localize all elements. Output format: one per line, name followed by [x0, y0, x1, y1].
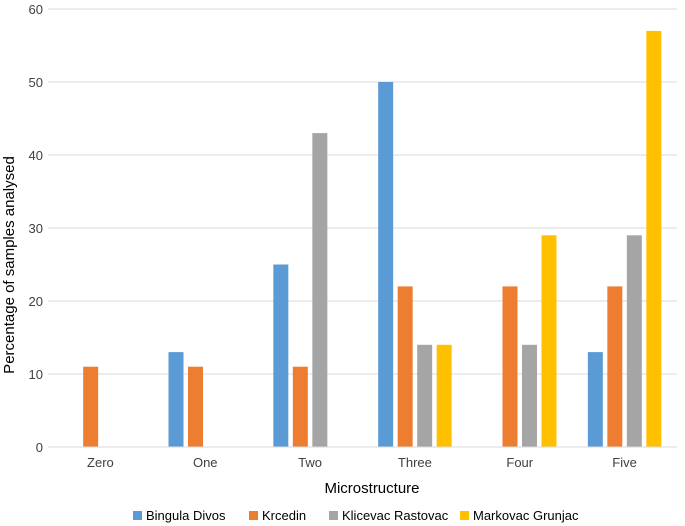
legend-label: Krcedin	[262, 508, 306, 523]
legend-label: Markovac Grunjac	[473, 508, 579, 523]
legend-label: Bingula Divos	[146, 508, 226, 523]
y-tick-label: 60	[29, 2, 43, 17]
x-tick-label: One	[193, 455, 218, 470]
bar	[626, 235, 642, 447]
bars	[83, 30, 662, 448]
legend-swatch	[249, 511, 258, 520]
bar	[312, 133, 328, 447]
bar	[502, 286, 518, 447]
bar	[541, 235, 557, 447]
y-tick-label: 20	[29, 294, 43, 309]
y-tick-labels: 0 10 20 30 40 50 60	[29, 2, 43, 455]
bar	[292, 366, 308, 447]
x-tick-labels: Zero One Two Three Four Five	[87, 455, 637, 470]
y-tick-label: 0	[36, 440, 43, 455]
bar	[417, 344, 433, 447]
x-tick-label: Five	[612, 455, 637, 470]
bar	[587, 352, 603, 447]
y-tick-label: 10	[29, 367, 43, 382]
bar	[397, 286, 413, 447]
x-tick-label: Three	[398, 455, 432, 470]
bar	[188, 366, 203, 447]
bar	[436, 344, 452, 447]
gridlines	[48, 8, 677, 375]
x-tick-label: Four	[506, 455, 533, 470]
x-tick-label: Zero	[87, 455, 114, 470]
legend-swatch	[133, 511, 142, 520]
bar	[83, 366, 99, 447]
y-tick-label: 50	[29, 75, 43, 90]
legend: Bingula Divos Krcedin Klicevac Rastovac Mar…	[133, 508, 579, 523]
bar	[607, 286, 623, 447]
legend-label: Klicevac Rastovac	[342, 508, 449, 523]
bar	[273, 264, 289, 447]
y-axis-title: Percentage of samples analysed	[1, 156, 18, 374]
bar	[378, 82, 394, 447]
bar	[522, 344, 537, 447]
x-tick-label: Two	[298, 455, 322, 470]
x-axis-title: Microstructure	[324, 480, 419, 497]
legend-swatch	[460, 511, 469, 520]
bar	[646, 30, 662, 448]
y-tick-label: 30	[29, 221, 43, 236]
bar	[168, 352, 184, 447]
legend-swatch	[329, 511, 338, 520]
y-tick-label: 40	[29, 148, 43, 163]
